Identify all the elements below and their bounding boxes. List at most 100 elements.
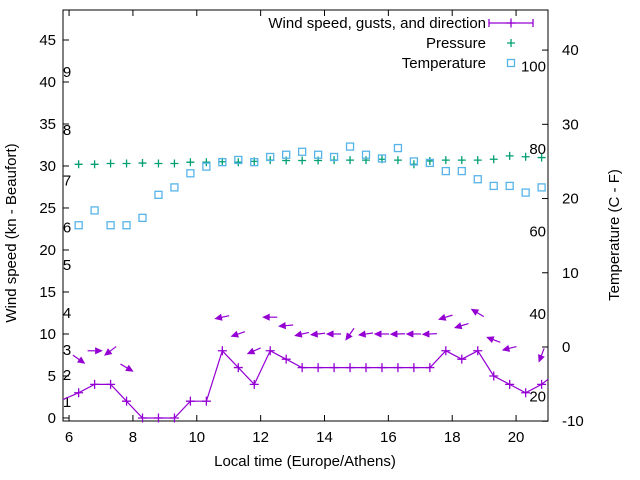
x-tick-label: 10 — [188, 429, 205, 446]
wind-direction-arrowhead — [486, 336, 495, 344]
square-marker — [329, 152, 339, 162]
square-marker — [425, 158, 435, 168]
y-tick-label-kn: 25 — [39, 200, 56, 217]
wind-direction-arrowhead — [214, 313, 223, 321]
plus-marker — [473, 346, 483, 356]
square-marker — [489, 181, 498, 191]
plus-marker — [106, 379, 116, 389]
plus-marker — [74, 160, 83, 169]
square-marker — [186, 169, 195, 178]
y-tick-label-kn: 40 — [39, 74, 56, 91]
square-marker — [345, 142, 355, 151]
y-tick-label-kn: 5 — [48, 368, 56, 385]
plus-marker — [346, 156, 355, 165]
y-tick-label-kn: 20 — [39, 242, 56, 259]
wind-direction-arrowhead — [246, 347, 256, 355]
fahrenheit-label: 100 — [521, 59, 546, 76]
plus-marker — [425, 363, 435, 373]
plus-marker — [169, 413, 179, 423]
square-marker — [521, 188, 530, 197]
plus-marker — [74, 388, 84, 398]
x-tick-label: 18 — [444, 429, 461, 446]
plus-marker — [537, 379, 547, 389]
plus-marker — [265, 346, 275, 356]
plus-marker — [362, 156, 371, 165]
plus-marker — [90, 379, 100, 389]
plus-marker — [298, 156, 307, 165]
plus-marker — [185, 396, 195, 406]
plus-marker — [217, 346, 227, 356]
plus-marker — [122, 159, 131, 168]
square-marker — [537, 183, 546, 192]
plus-marker — [521, 152, 530, 161]
square-marker — [154, 190, 163, 199]
square-marker — [506, 58, 516, 68]
beaufort-label: 5 — [63, 257, 71, 274]
wind-direction-arrowhead — [501, 344, 511, 352]
plus-marker — [506, 18, 516, 28]
square-marker — [106, 221, 115, 230]
x-tick-label: 6 — [65, 429, 73, 446]
square-marker — [122, 221, 131, 230]
plus-marker — [473, 156, 482, 165]
plus-marker — [313, 363, 323, 373]
plus-marker — [393, 156, 402, 165]
legend-label: Temperature — [402, 55, 486, 72]
square-marker — [90, 206, 99, 215]
y-tick-label-celsius: 30 — [562, 116, 579, 133]
x-tick-label: 20 — [508, 429, 525, 446]
wind-direction-arrowhead — [453, 322, 463, 330]
x-tick-label: 12 — [252, 429, 269, 446]
plus-marker — [441, 346, 451, 356]
plus-marker — [393, 363, 403, 373]
square-marker — [393, 143, 403, 153]
square-marker — [473, 175, 482, 184]
wind-speed-line — [62, 349, 549, 419]
wind-direction-arrowhead — [104, 348, 113, 356]
square-marker — [234, 155, 243, 165]
plus-marker — [234, 158, 243, 167]
beaufort-label: 7 — [63, 172, 71, 189]
square-marker — [377, 154, 387, 163]
square-marker — [361, 150, 371, 159]
wind-direction-arrowhead — [125, 364, 134, 372]
square-marker — [266, 152, 275, 162]
wind-direction-arrowhead — [373, 330, 382, 338]
plus-marker — [138, 413, 148, 423]
plus-marker — [505, 379, 515, 389]
plus-marker — [345, 363, 355, 373]
y-tick-label-celsius: 0 — [562, 339, 570, 356]
plus-marker — [153, 413, 163, 423]
plus-marker — [521, 388, 531, 398]
wind-direction-arrowhead — [470, 308, 480, 316]
plus-marker — [90, 160, 99, 169]
plus-marker — [106, 159, 115, 168]
wind-direction-arrowhead — [309, 330, 318, 338]
wind-direction-arrowhead — [357, 330, 367, 338]
wind-direction-arrowhead — [538, 354, 545, 363]
y-tick-label-kn: 15 — [39, 284, 56, 301]
wind-direction-arrowhead — [76, 356, 86, 364]
plus-marker — [505, 151, 514, 160]
plus-marker — [457, 156, 466, 165]
plus-marker — [457, 354, 467, 364]
y-tick-label-kn: 10 — [39, 326, 56, 343]
wind-direction-arrowhead — [294, 330, 303, 338]
fahrenheit-label: 60 — [529, 224, 546, 241]
beaufort-label: 4 — [63, 305, 71, 322]
plus-marker — [186, 158, 195, 167]
wind-direction-arrowhead — [95, 347, 103, 355]
square-marker — [409, 157, 419, 166]
x-tick-label: 8 — [129, 429, 137, 446]
y-tick-label-celsius: -10 — [562, 413, 584, 430]
square-marker — [202, 162, 211, 171]
wind-direction-arrowhead — [262, 313, 270, 321]
plus-marker — [377, 363, 387, 373]
y-tick-label-kn: 35 — [39, 116, 56, 133]
beaufort-label: 8 — [63, 122, 71, 139]
y-tick-label-kn: 30 — [39, 158, 56, 175]
plus-marker — [170, 159, 179, 168]
plus-marker — [281, 354, 291, 364]
